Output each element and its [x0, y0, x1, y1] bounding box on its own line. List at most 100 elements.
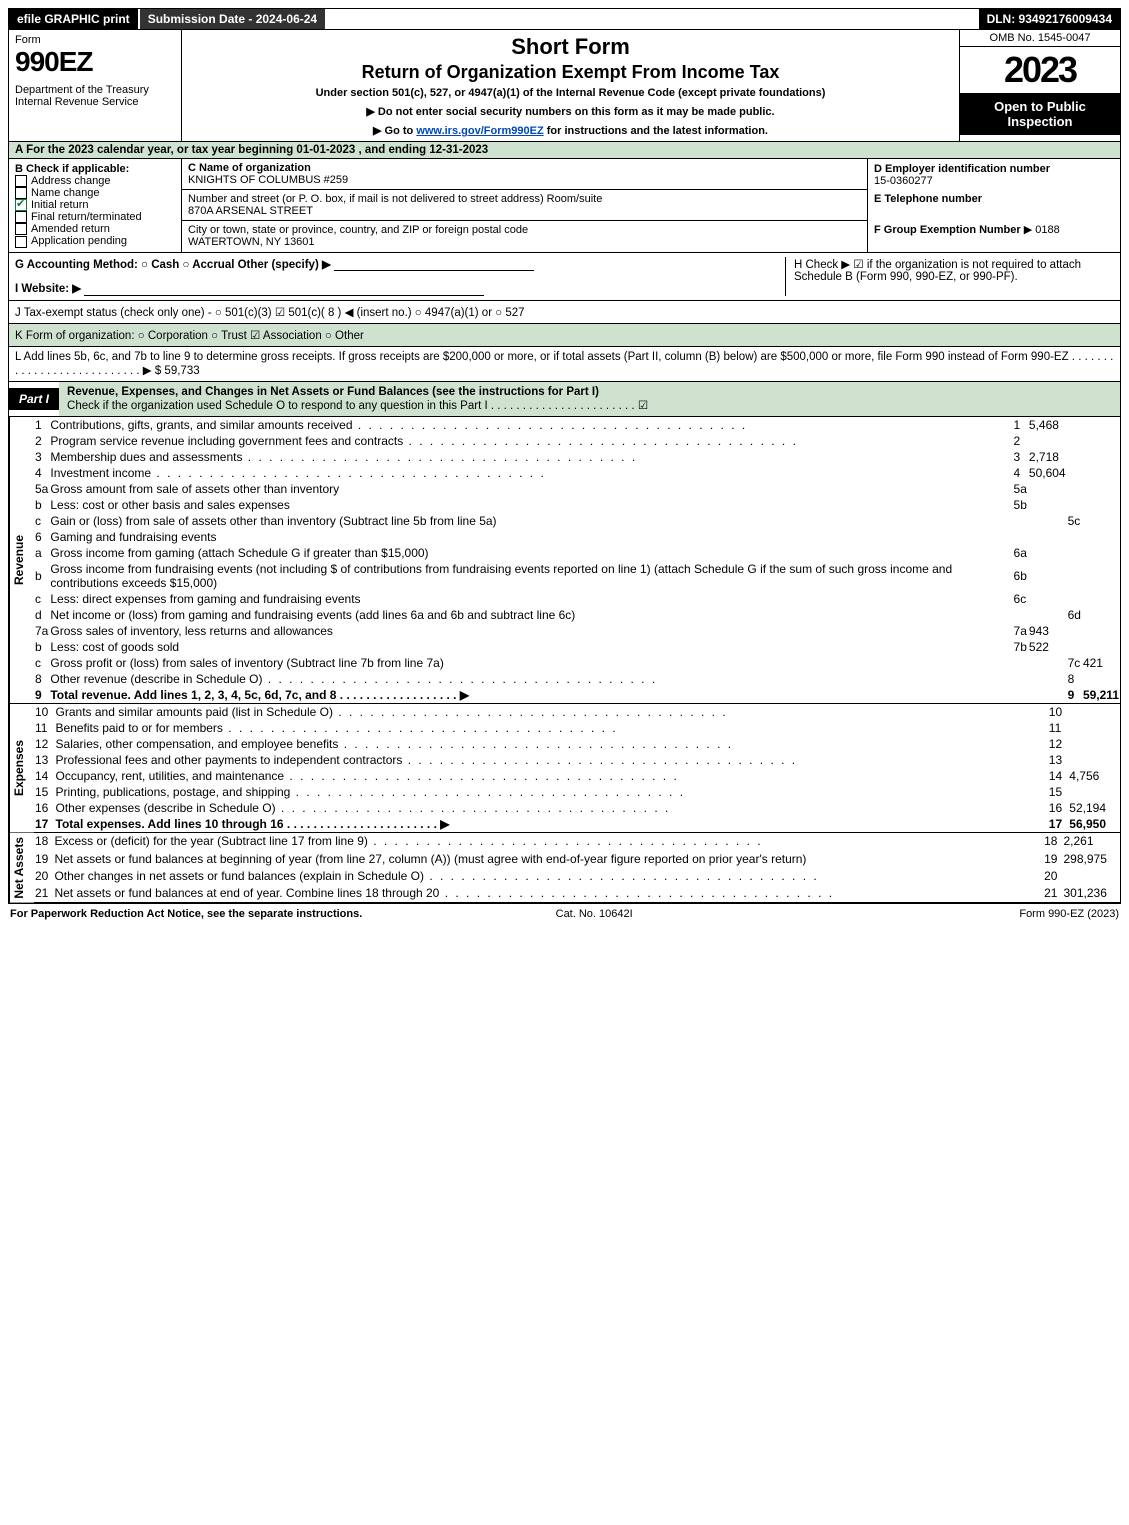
line-4: 4Investment income450,604	[34, 465, 1120, 481]
netassets-section: Net Assets 18Excess or (deficit) for the…	[8, 833, 1121, 904]
chk-initial-return[interactable]	[15, 199, 27, 211]
footer-mid: Cat. No. 10642I	[556, 908, 633, 920]
form-label: Form	[15, 34, 175, 46]
footer: For Paperwork Reduction Act Notice, see …	[8, 903, 1121, 924]
line-5c: cGain or (loss) from sale of assets othe…	[34, 513, 1120, 529]
line-6b: bGross income from fundraising events (n…	[34, 561, 1120, 591]
row-g-h: G Accounting Method: ○ Cash ○ Accrual Ot…	[8, 253, 1121, 301]
line-19: 19Net assets or fund balances at beginni…	[34, 850, 1120, 867]
ein: 15-0360277	[874, 175, 1114, 187]
group-label: F Group Exemption Number	[874, 224, 1021, 236]
efile-print-button[interactable]: efile GRAPHIC print	[9, 9, 138, 29]
ein-label: D Employer identification number	[874, 163, 1114, 175]
topbar: efile GRAPHIC print Submission Date - 20…	[8, 8, 1121, 30]
chk-final-return[interactable]	[15, 211, 27, 223]
netassets-label: Net Assets	[9, 833, 34, 903]
line-18: 18Excess or (deficit) for the year (Subt…	[34, 833, 1120, 850]
submission-date: Submission Date - 2024-06-24	[138, 9, 325, 29]
line-3: 3Membership dues and assessments32,718	[34, 449, 1120, 465]
street: 870A ARSENAL STREET	[188, 205, 861, 217]
line-9: 9Total revenue. Add lines 1, 2, 3, 4, 5c…	[34, 687, 1120, 703]
row-l: L Add lines 5b, 6c, and 7b to line 9 to …	[8, 347, 1121, 382]
line-6c: cLess: direct expenses from gaming and f…	[34, 591, 1120, 607]
line-5b: bLess: cost or other basis and sales exp…	[34, 497, 1120, 513]
row-a-tax-year: A For the 2023 calendar year, or tax yea…	[8, 142, 1121, 159]
city: WATERTOWN, NY 13601	[188, 236, 861, 248]
header-left: Form 990EZ Department of the Treasury In…	[9, 30, 182, 141]
col-d-ein: D Employer identification number 15-0360…	[868, 159, 1120, 252]
lbl-final-return: Final return/terminated	[31, 211, 142, 223]
main-title: Return of Organization Exempt From Incom…	[188, 62, 953, 83]
footer-left: For Paperwork Reduction Act Notice, see …	[10, 908, 362, 920]
omb-number: OMB No. 1545-0047	[960, 30, 1120, 47]
line-11: 11Benefits paid to or for members11	[34, 720, 1120, 736]
line-20: 20Other changes in net assets or fund ba…	[34, 867, 1120, 884]
org-name-label: C Name of organization	[188, 162, 861, 174]
cell-street: Number and street (or P. O. box, if mail…	[182, 190, 867, 221]
line-6d: dNet income or (loss) from gaming and fu…	[34, 607, 1120, 623]
revenue-section: Revenue 1Contributions, gifts, grants, a…	[8, 417, 1121, 704]
cell-org-name: C Name of organization KNIGHTS OF COLUMB…	[182, 159, 867, 190]
lbl-amended-return: Amended return	[31, 223, 110, 235]
line-15: 15Printing, publications, postage, and s…	[34, 784, 1120, 800]
chk-application-pending[interactable]	[15, 236, 27, 248]
part1-badge: Part I	[9, 388, 59, 410]
row-h: H Check ▶ ☑ if the organization is not r…	[785, 257, 1114, 296]
line-14: 14Occupancy, rent, utilities, and mainte…	[34, 768, 1120, 784]
lbl-address-change: Address change	[31, 175, 111, 187]
line-21: 21Net assets or fund balances at end of …	[34, 885, 1120, 902]
footer-right: Form 990-EZ (2023)	[1019, 908, 1119, 920]
chk-amended-return[interactable]	[15, 223, 27, 235]
form-header: Form 990EZ Department of the Treasury In…	[8, 30, 1121, 142]
website-row: I Website: ▶	[15, 281, 777, 295]
row-j: J Tax-exempt status (check only one) - ○…	[8, 301, 1121, 324]
header-right: OMB No. 1545-0047 2023 Open to Public In…	[959, 30, 1120, 141]
street-label: Number and street (or P. O. box, if mail…	[188, 193, 861, 205]
form-number: 990EZ	[15, 46, 175, 78]
department: Department of the Treasury Internal Reve…	[15, 84, 175, 108]
revenue-label: Revenue	[9, 417, 34, 703]
website-note: ▶ Go to www.irs.gov/Form990EZ for instru…	[188, 124, 953, 137]
tax-year: 2023	[960, 47, 1120, 93]
line-10: 10Grants and similar amounts paid (list …	[34, 704, 1120, 720]
chk-address-change[interactable]	[15, 175, 27, 187]
note2-pre: ▶ Go to	[373, 125, 416, 137]
line-7a: 7aGross sales of inventory, less returns…	[34, 623, 1120, 639]
cell-city: City or town, state or province, country…	[182, 221, 867, 251]
line-5a: 5aGross amount from sale of assets other…	[34, 481, 1120, 497]
org-info-grid: B Check if applicable: Address change Na…	[8, 159, 1121, 253]
ssn-note: ▶ Do not enter social security numbers o…	[188, 105, 953, 118]
line-6a: aGross income from gaming (attach Schedu…	[34, 545, 1120, 561]
open-to-public: Open to Public Inspection	[960, 93, 1120, 135]
group-number: ▶ 0188	[1024, 224, 1060, 236]
short-form-title: Short Form	[188, 34, 953, 60]
header-mid: Short Form Return of Organization Exempt…	[182, 30, 959, 141]
line-6: 6Gaming and fundraising events	[34, 529, 1120, 545]
irs-link[interactable]: www.irs.gov/Form990EZ	[416, 125, 543, 137]
line-17: 17Total expenses. Add lines 10 through 1…	[34, 816, 1120, 832]
expenses-label: Expenses	[9, 704, 34, 832]
subtitle: Under section 501(c), 527, or 4947(a)(1)…	[188, 87, 953, 99]
part1-header: Part I Revenue, Expenses, and Changes in…	[8, 382, 1121, 417]
col-b-checkboxes: B Check if applicable: Address change Na…	[9, 159, 182, 252]
org-name: KNIGHTS OF COLUMBUS #259	[188, 174, 861, 186]
lbl-name-change: Name change	[31, 187, 100, 199]
line-7c: cGross profit or (loss) from sales of in…	[34, 655, 1120, 671]
line-12: 12Salaries, other compensation, and empl…	[34, 736, 1120, 752]
line-2: 2Program service revenue including gover…	[34, 433, 1120, 449]
col-b-title: B Check if applicable:	[15, 163, 175, 175]
note2-post: for instructions and the latest informat…	[544, 125, 768, 137]
line-13: 13Professional fees and other payments t…	[34, 752, 1120, 768]
row-k: K Form of organization: ○ Corporation ○ …	[8, 324, 1121, 347]
line-1: 1Contributions, gifts, grants, and simil…	[34, 417, 1120, 433]
line-16: 16Other expenses (describe in Schedule O…	[34, 800, 1120, 816]
lbl-initial-return: Initial return	[31, 199, 88, 211]
city-label: City or town, state or province, country…	[188, 224, 861, 236]
line-7b: bLess: cost of goods sold7b522	[34, 639, 1120, 655]
col-c-org: C Name of organization KNIGHTS OF COLUMB…	[182, 159, 868, 252]
expenses-section: Expenses 10Grants and similar amounts pa…	[8, 704, 1121, 833]
line-8: 8Other revenue (describe in Schedule O)8	[34, 671, 1120, 687]
tel-label: E Telephone number	[874, 193, 1114, 205]
part1-title: Revenue, Expenses, and Changes in Net As…	[59, 382, 1120, 416]
accounting-method: G Accounting Method: ○ Cash ○ Accrual Ot…	[15, 257, 777, 271]
